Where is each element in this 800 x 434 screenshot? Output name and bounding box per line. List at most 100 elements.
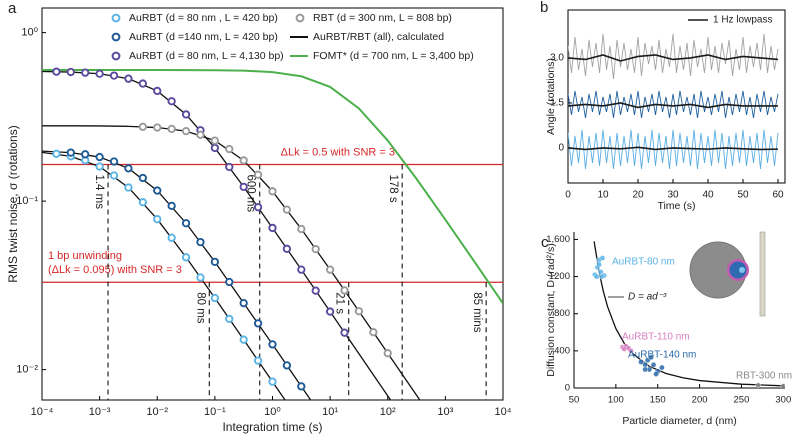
data-point	[225, 277, 234, 287]
y-axis-title: Diffusion constant, D (rad²/s)	[545, 243, 557, 376]
x-axis-title: Time (s)	[657, 200, 695, 212]
data-point	[383, 349, 392, 358]
x-tick-label: 10²	[380, 406, 396, 418]
data-point	[599, 255, 606, 261]
model-curve	[42, 125, 421, 400]
data-point	[755, 382, 762, 388]
data-point	[66, 148, 75, 157]
data-point	[124, 74, 133, 83]
legend-label: RBT (d = 300 nm, L = 808 bp)	[313, 12, 452, 24]
x-tick-label: 60	[772, 190, 784, 201]
data-point	[297, 265, 306, 274]
y-axis-title: Angle (rotations)	[545, 58, 557, 135]
x-tick-label: 250	[734, 395, 750, 406]
data-point	[167, 97, 176, 106]
data-point	[153, 86, 162, 96]
data-point	[210, 143, 220, 153]
data-point	[239, 182, 248, 192]
data-point	[596, 261, 602, 268]
y-tick-label: 400	[554, 345, 570, 356]
x-tick-label: 100	[608, 395, 624, 406]
data-point	[297, 382, 306, 391]
series-label: RBT-300 nm	[736, 371, 792, 382]
data-point	[628, 348, 634, 354]
data-point	[124, 164, 133, 173]
data-point	[369, 328, 378, 337]
series-label: AuRBT-140 nm	[628, 350, 696, 361]
data-point	[650, 361, 657, 368]
data-point	[642, 366, 648, 373]
data-point	[253, 319, 263, 328]
time-marker-label: 1.4 ms	[93, 174, 105, 209]
data-point	[196, 237, 205, 247]
data-point	[225, 314, 234, 324]
data-point	[181, 110, 191, 119]
legend-label: AuRBT (d =140 nm, L = 420 bp)	[129, 31, 278, 43]
data-point	[282, 244, 292, 253]
data-point	[598, 273, 605, 280]
data-point	[253, 203, 263, 212]
lowpass-line	[568, 54, 779, 62]
data-point	[253, 170, 263, 179]
data-line	[42, 69, 503, 304]
data-point	[210, 257, 220, 267]
data-point	[95, 152, 104, 162]
data-point	[181, 126, 191, 136]
data-point	[210, 293, 220, 303]
data-point	[52, 149, 61, 158]
data-line	[568, 129, 779, 169]
y-tick-label: 800	[554, 308, 570, 319]
data-point	[138, 173, 147, 183]
y-tick-label: 10⁰	[21, 27, 38, 39]
panel-letter: b	[540, 0, 548, 16]
legend-label: AuRBT (d = 80 nm, L = 4,130 bp)	[129, 50, 284, 62]
y-tick-label: 1,600	[546, 234, 570, 245]
legend-swatch	[111, 13, 121, 23]
data-point	[138, 79, 147, 88]
y-tick-label: 10⁻²	[16, 364, 38, 376]
data-point	[196, 130, 205, 139]
data-point	[593, 273, 600, 280]
data-point	[124, 183, 133, 192]
data-point	[653, 371, 659, 377]
x-tick-label: 10⁻³	[89, 406, 111, 418]
data-point	[325, 265, 335, 274]
x-tick-label: 200	[692, 395, 708, 406]
x-tick-label: 50	[737, 190, 749, 201]
data-point	[167, 233, 176, 242]
threshold-label: ΔLk = 0.5 with SNR = 3	[281, 146, 395, 158]
x-tick-label: 10⁴	[495, 406, 512, 418]
model-curve	[42, 151, 286, 400]
data-point	[225, 162, 234, 172]
y-tick-label: 0	[565, 383, 570, 394]
x-tick-label: 300	[775, 395, 791, 406]
data-point	[239, 298, 248, 308]
x-tick-label: 50	[569, 395, 580, 406]
x-axis-title: Integration time (s)	[222, 420, 322, 434]
data-point	[81, 68, 90, 77]
data-point	[239, 156, 248, 165]
x-tick-label: 10⁻²	[146, 406, 168, 418]
bead-inset	[689, 231, 766, 317]
x-tick-label: 10	[597, 190, 609, 201]
data-point	[153, 123, 162, 132]
data-point	[325, 307, 335, 316]
model-curve	[42, 150, 312, 400]
y-tick-label: 10⁻¹	[16, 195, 38, 207]
x-tick-label: 10⁻¹	[204, 406, 226, 418]
data-point	[210, 136, 220, 145]
data-point	[648, 354, 654, 361]
data-point	[268, 187, 277, 196]
data-point	[109, 71, 119, 80]
x-tick-label: 10⁻⁴	[31, 406, 54, 418]
y-tick-label: 0	[558, 143, 564, 154]
y-axis-title: RMS twist noise, σ (rotations)	[6, 125, 20, 282]
data-point	[297, 224, 306, 234]
legend-label: AuRBT/RBT (all), calculated	[313, 31, 444, 43]
legend-swatch	[295, 13, 305, 23]
panel-letter: c	[541, 234, 549, 251]
data-point	[181, 253, 191, 262]
data-point	[181, 219, 191, 228]
data-point	[225, 144, 234, 154]
